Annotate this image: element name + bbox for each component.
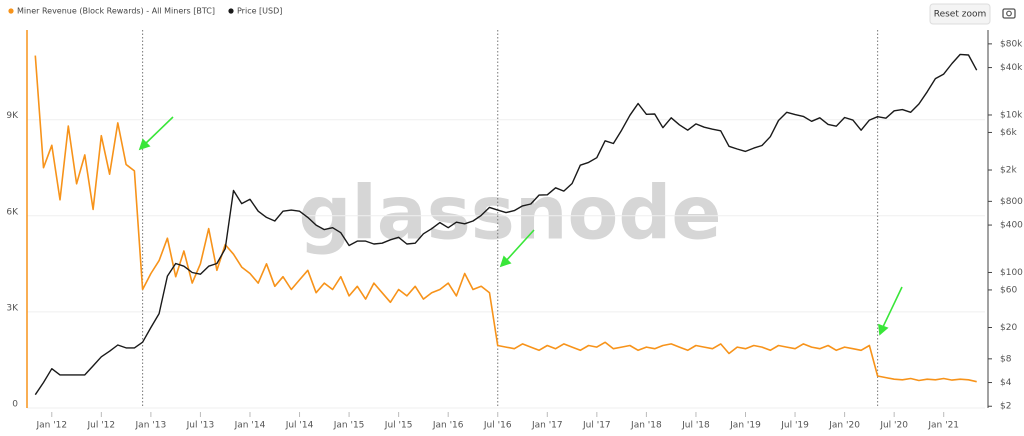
series-line xyxy=(34,53,978,396)
button-label[interactable]: Reset zoom xyxy=(934,10,987,20)
series-line xyxy=(34,55,977,383)
y2-tick-label: $6k xyxy=(1000,128,1017,138)
y-tick-label: 6K xyxy=(6,207,19,217)
x-tick-label: Jan '13 xyxy=(135,421,167,431)
reset-zoom-button[interactable]: Reset zoom xyxy=(929,3,991,25)
y2-tick-label: $80k xyxy=(1000,39,1023,49)
x-tick-label: Jul '16 xyxy=(483,421,512,431)
watermark: glassnode xyxy=(298,171,721,257)
x-tick-label: Jan '21 xyxy=(927,421,959,431)
arrows xyxy=(138,116,903,336)
x-tick-label: Jan '16 xyxy=(432,421,464,431)
y-tick-label: 9K xyxy=(6,111,19,121)
y2-tick-label: $4 xyxy=(1000,378,1012,388)
y-tick-label: 0 xyxy=(12,400,18,410)
y2-tick-label: $8 xyxy=(1000,354,1012,364)
x-tick-label: Jul '15 xyxy=(384,421,413,431)
legend-label: Miner Revenue (Block Rewards) - All Mine… xyxy=(17,7,215,16)
x-tick-label: Jul '19 xyxy=(780,421,809,431)
x-tick-label: Jul '18 xyxy=(681,421,710,431)
x-tick-label: Jul '12 xyxy=(86,421,115,431)
y2-tick-label: $40k xyxy=(1000,63,1023,73)
x-tick-label: Jan '20 xyxy=(828,421,860,431)
x-tick-label: Jul '17 xyxy=(582,421,611,431)
y2-tick-label: $2 xyxy=(1000,402,1011,412)
arrow-head xyxy=(878,323,889,336)
arrow xyxy=(881,286,903,330)
y-tick-label: 3K xyxy=(6,303,19,313)
x-tick-label: Jul '14 xyxy=(285,421,314,431)
arrow-head xyxy=(499,255,512,268)
button-box[interactable] xyxy=(929,3,991,25)
legend-marker xyxy=(8,8,14,14)
y2-tick-label: $20 xyxy=(1000,323,1017,333)
x-tick-label: Jan '18 xyxy=(630,421,662,431)
arrow xyxy=(143,116,174,146)
legend-marker xyxy=(228,8,234,14)
y2-tick-label: $2k xyxy=(1000,166,1017,176)
y2-tick-label: $10k xyxy=(1000,110,1023,120)
x-tick-label: Jul '20 xyxy=(879,421,908,431)
camera-body[interactable] xyxy=(1002,8,1016,19)
y2-tick-label: $100 xyxy=(1000,268,1023,278)
y2-tick-label: $400 xyxy=(1000,221,1023,231)
x-tick-label: Jan '14 xyxy=(234,421,266,431)
x-tick-label: Jan '19 xyxy=(729,421,761,431)
legend-label: Price [USD] xyxy=(237,7,282,16)
x-tick-label: Jul '13 xyxy=(186,421,215,431)
x-tick-label: Jan '17 xyxy=(531,421,563,431)
arrow-head xyxy=(138,138,151,151)
y2-tick-label: $800 xyxy=(1000,197,1023,207)
x-tick-label: Jan '15 xyxy=(333,421,365,431)
camera-lens[interactable] xyxy=(1006,10,1012,17)
x-tick-label: Jan '12 xyxy=(35,421,67,431)
camera-icon[interactable] xyxy=(1002,8,1016,19)
y2-tick-label: $60 xyxy=(1000,285,1017,295)
arrow xyxy=(504,229,535,263)
